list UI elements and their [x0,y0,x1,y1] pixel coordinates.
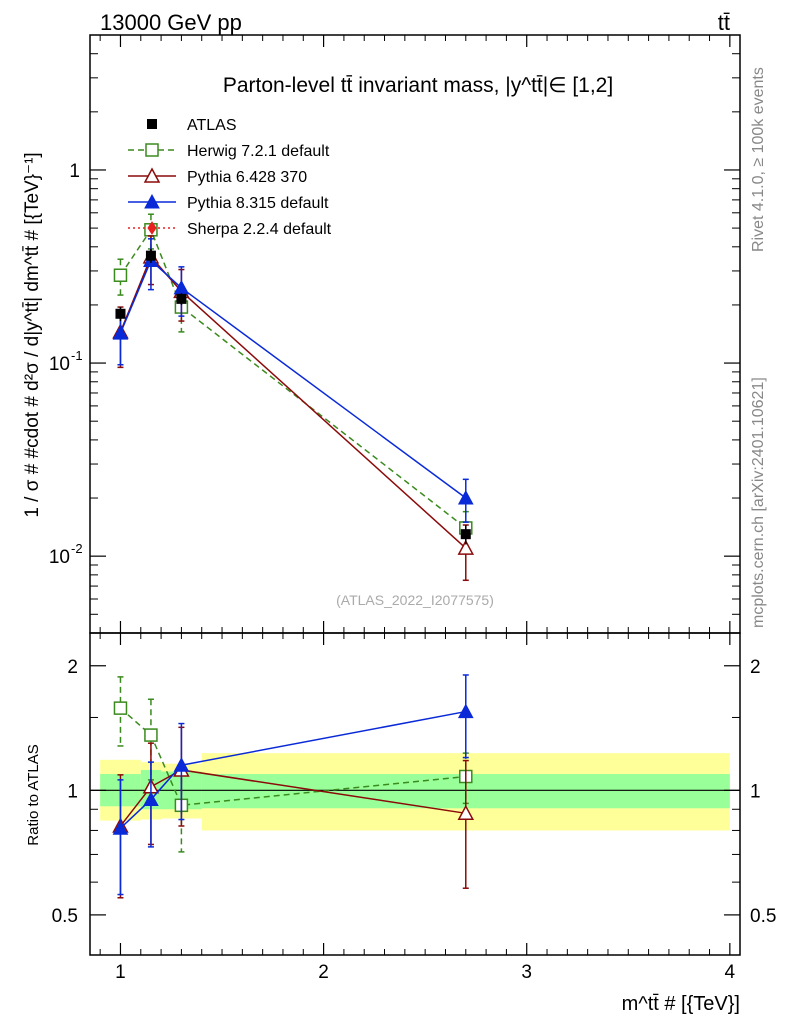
marker-open-triangle [143,167,161,183]
marker-filled-square [147,119,157,129]
series-layer [112,213,475,899]
ratio-tick-label-right: 0.5 [750,906,776,927]
ratio-y-axis-label: Ratio to ATLAS [25,744,42,845]
marker-filled-triangle [143,791,159,807]
series-pythia-8-315-default [112,238,474,896]
x-tick-label: 4 [725,962,736,983]
legend-label: Pythia 8.315 default [187,195,329,212]
legend-label: ATLAS [187,117,237,134]
marker-open-square [113,701,128,715]
mcplots-label: mcplots.cern.ch [arXiv:2401.10621] [750,377,767,628]
legend-item: Sherpa 2.2.4 default [128,221,332,238]
series-line [119,255,467,549]
ratio-tick-label-left: 1 [67,781,78,802]
x-axis-label: m^tt̄ # [{TeV}] [622,993,740,1015]
ratio-tick-label-left: 2 [67,657,78,678]
marker-filled-triangle [144,193,160,209]
marker-filled-triangle [457,489,474,505]
marker-filled-square [176,293,187,304]
y-tick-exponent: -2 [71,541,83,556]
x-tick-label: 3 [521,962,532,983]
chart-title: Parton-level tt̄ invariant mass, |y^tt̄|… [223,74,613,97]
marker-filled-diamond [147,221,157,235]
x-tick-label: 1 [115,962,126,983]
y-tick-label: 10 [49,354,70,375]
rivet-label: Rivet 4.1.0, ≥ 100k events [750,67,767,252]
marker-filled-square [460,529,471,540]
marker-filled-triangle [112,820,129,835]
y-tick-label: 1 [69,161,80,182]
legend-label: Pythia 6.428 370 [187,169,307,186]
marker-open-square [144,728,158,742]
energy-label: 13000 GeV pp [100,10,242,35]
legend-label: Herwig 7.2.1 default [187,143,330,160]
legend-item: Pythia 6.428 370 [128,167,307,186]
marker-open-square [113,268,128,282]
ratio-tick-label-right: 2 [750,657,761,678]
ratio-tick-label-left: 0.5 [52,906,78,927]
process-label: tt̄ [718,10,730,35]
marker-filled-triangle [457,703,474,719]
series-line [119,259,467,499]
ratio-plot-frame [89,632,741,956]
legend-item: ATLAS [147,117,237,134]
series-line [119,228,467,529]
legend-item: Pythia 8.315 default [128,193,329,212]
y-tick-label: 10 [49,547,70,568]
marker-filled-square [145,250,156,261]
x-tick-label: 2 [318,962,329,983]
series-ratio-line [119,769,466,827]
marker-filled-square [115,308,126,319]
marker-open-square [145,143,159,157]
y-tick-exponent: -1 [71,348,83,363]
analysis-id: (ATLAS_2022_I2077575) [336,592,494,608]
marker-open-triangle [457,804,475,821]
series-atlas [115,248,471,545]
y-axis-label: 1 / σ # #cdot # d²σ / d|y^tt̄| dm^tt̄ # … [22,152,43,517]
legend: ATLAS Herwig 7.2.1 default Pythia 6.428 37… [128,117,332,238]
legend-item: Herwig 7.2.1 default [128,143,330,160]
marker-open-triangle [457,539,475,555]
series-ratio-line [119,710,466,829]
ratio-tick-label-right: 1 [750,781,761,802]
marker-filled-triangle [112,325,129,340]
legend-label: Sherpa 2.2.4 default [187,221,332,238]
marker-filled-triangle [173,757,190,772]
